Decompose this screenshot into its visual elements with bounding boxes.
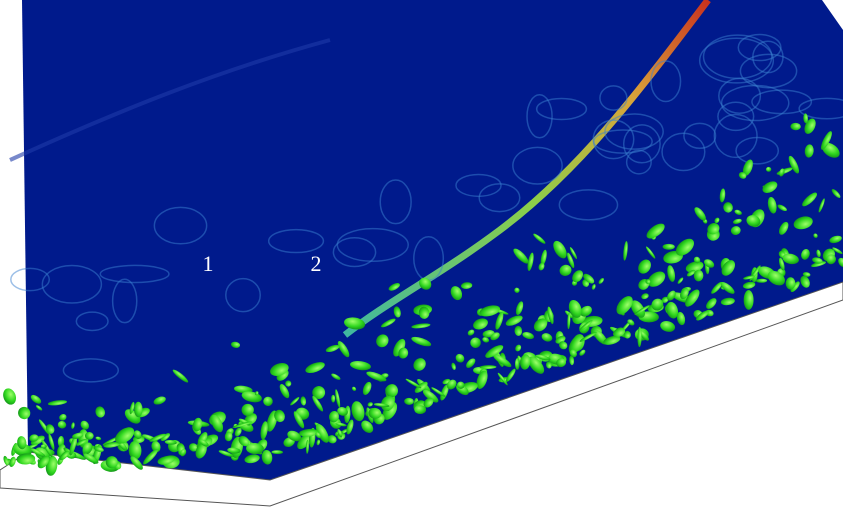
label-two: 2: [311, 251, 322, 276]
vortex: [41, 444, 47, 448]
vortex: [1, 387, 18, 407]
vortex: [134, 402, 142, 417]
vortex: [744, 290, 754, 310]
flow-visualization: 1 2: [0, 0, 843, 508]
vortex: [331, 395, 335, 403]
vortex: [663, 244, 675, 250]
label-one: 1: [203, 251, 214, 276]
page: 1 2 (() => { const data = JSON.parse(doc…: [0, 0, 843, 508]
vortex: [515, 358, 520, 370]
vortex: [414, 405, 426, 414]
